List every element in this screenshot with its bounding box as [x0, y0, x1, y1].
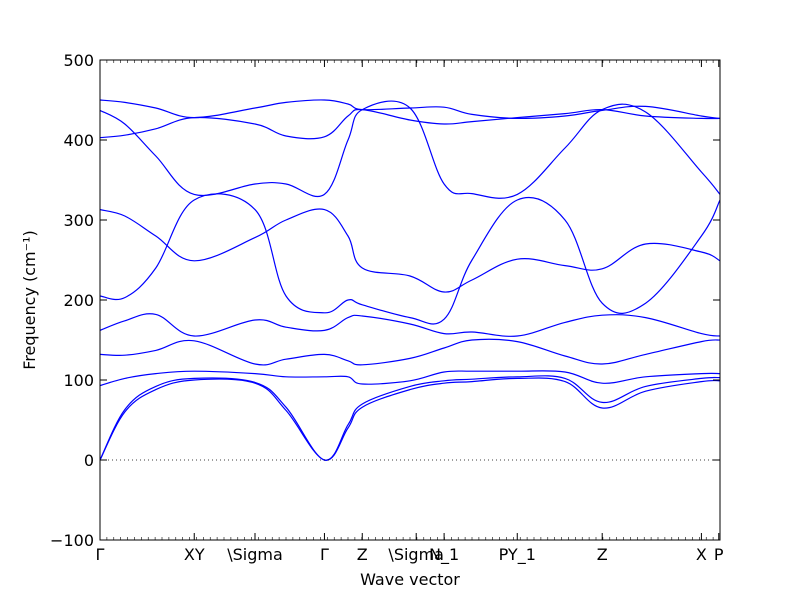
- x-axis-label: Wave vector: [360, 570, 460, 589]
- y-tick-label: 400: [63, 131, 94, 150]
- y-tick-label: 100: [63, 371, 94, 390]
- y-axis-label: Frequency (cm⁻¹): [20, 230, 39, 369]
- x-tick-label: Γ: [320, 545, 329, 564]
- band-line-6: [100, 193, 720, 325]
- band-line-9: [100, 108, 720, 140]
- band-line-10: [100, 99, 720, 120]
- x-tick-label: Z: [597, 545, 608, 564]
- x-tick-label: Γ: [96, 545, 105, 564]
- x-tick-label: \Sigma: [227, 545, 283, 564]
- band-lines: [100, 99, 720, 461]
- y-tick-label: 0: [84, 451, 94, 470]
- band-line-2: [100, 375, 720, 461]
- band-line-3: [100, 370, 720, 387]
- x-tick-label: PY_1: [499, 545, 536, 565]
- y-tick-label: −100: [50, 531, 94, 550]
- band-line-4: [100, 338, 720, 366]
- x-tick-label: N_1: [429, 545, 459, 565]
- band-line-8: [100, 100, 720, 199]
- band-line-7: [100, 208, 720, 293]
- x-tick-label: P: [714, 545, 724, 564]
- y-axis-ticks: −100 0 100 200 300 400 500: [50, 51, 720, 550]
- y-tick-label: 500: [63, 51, 94, 70]
- x-tick-label: X: [696, 545, 707, 564]
- band-line-1: [100, 377, 720, 461]
- y-tick-label: 200: [63, 291, 94, 310]
- x-tick-label: XY: [184, 545, 205, 564]
- x-tick-label: Z: [357, 545, 368, 564]
- y-tick-label: 300: [63, 211, 94, 230]
- plot-frame: [99, 59, 721, 541]
- x-tick-label: \Sigma: [388, 545, 444, 564]
- band-line-5: [100, 313, 720, 337]
